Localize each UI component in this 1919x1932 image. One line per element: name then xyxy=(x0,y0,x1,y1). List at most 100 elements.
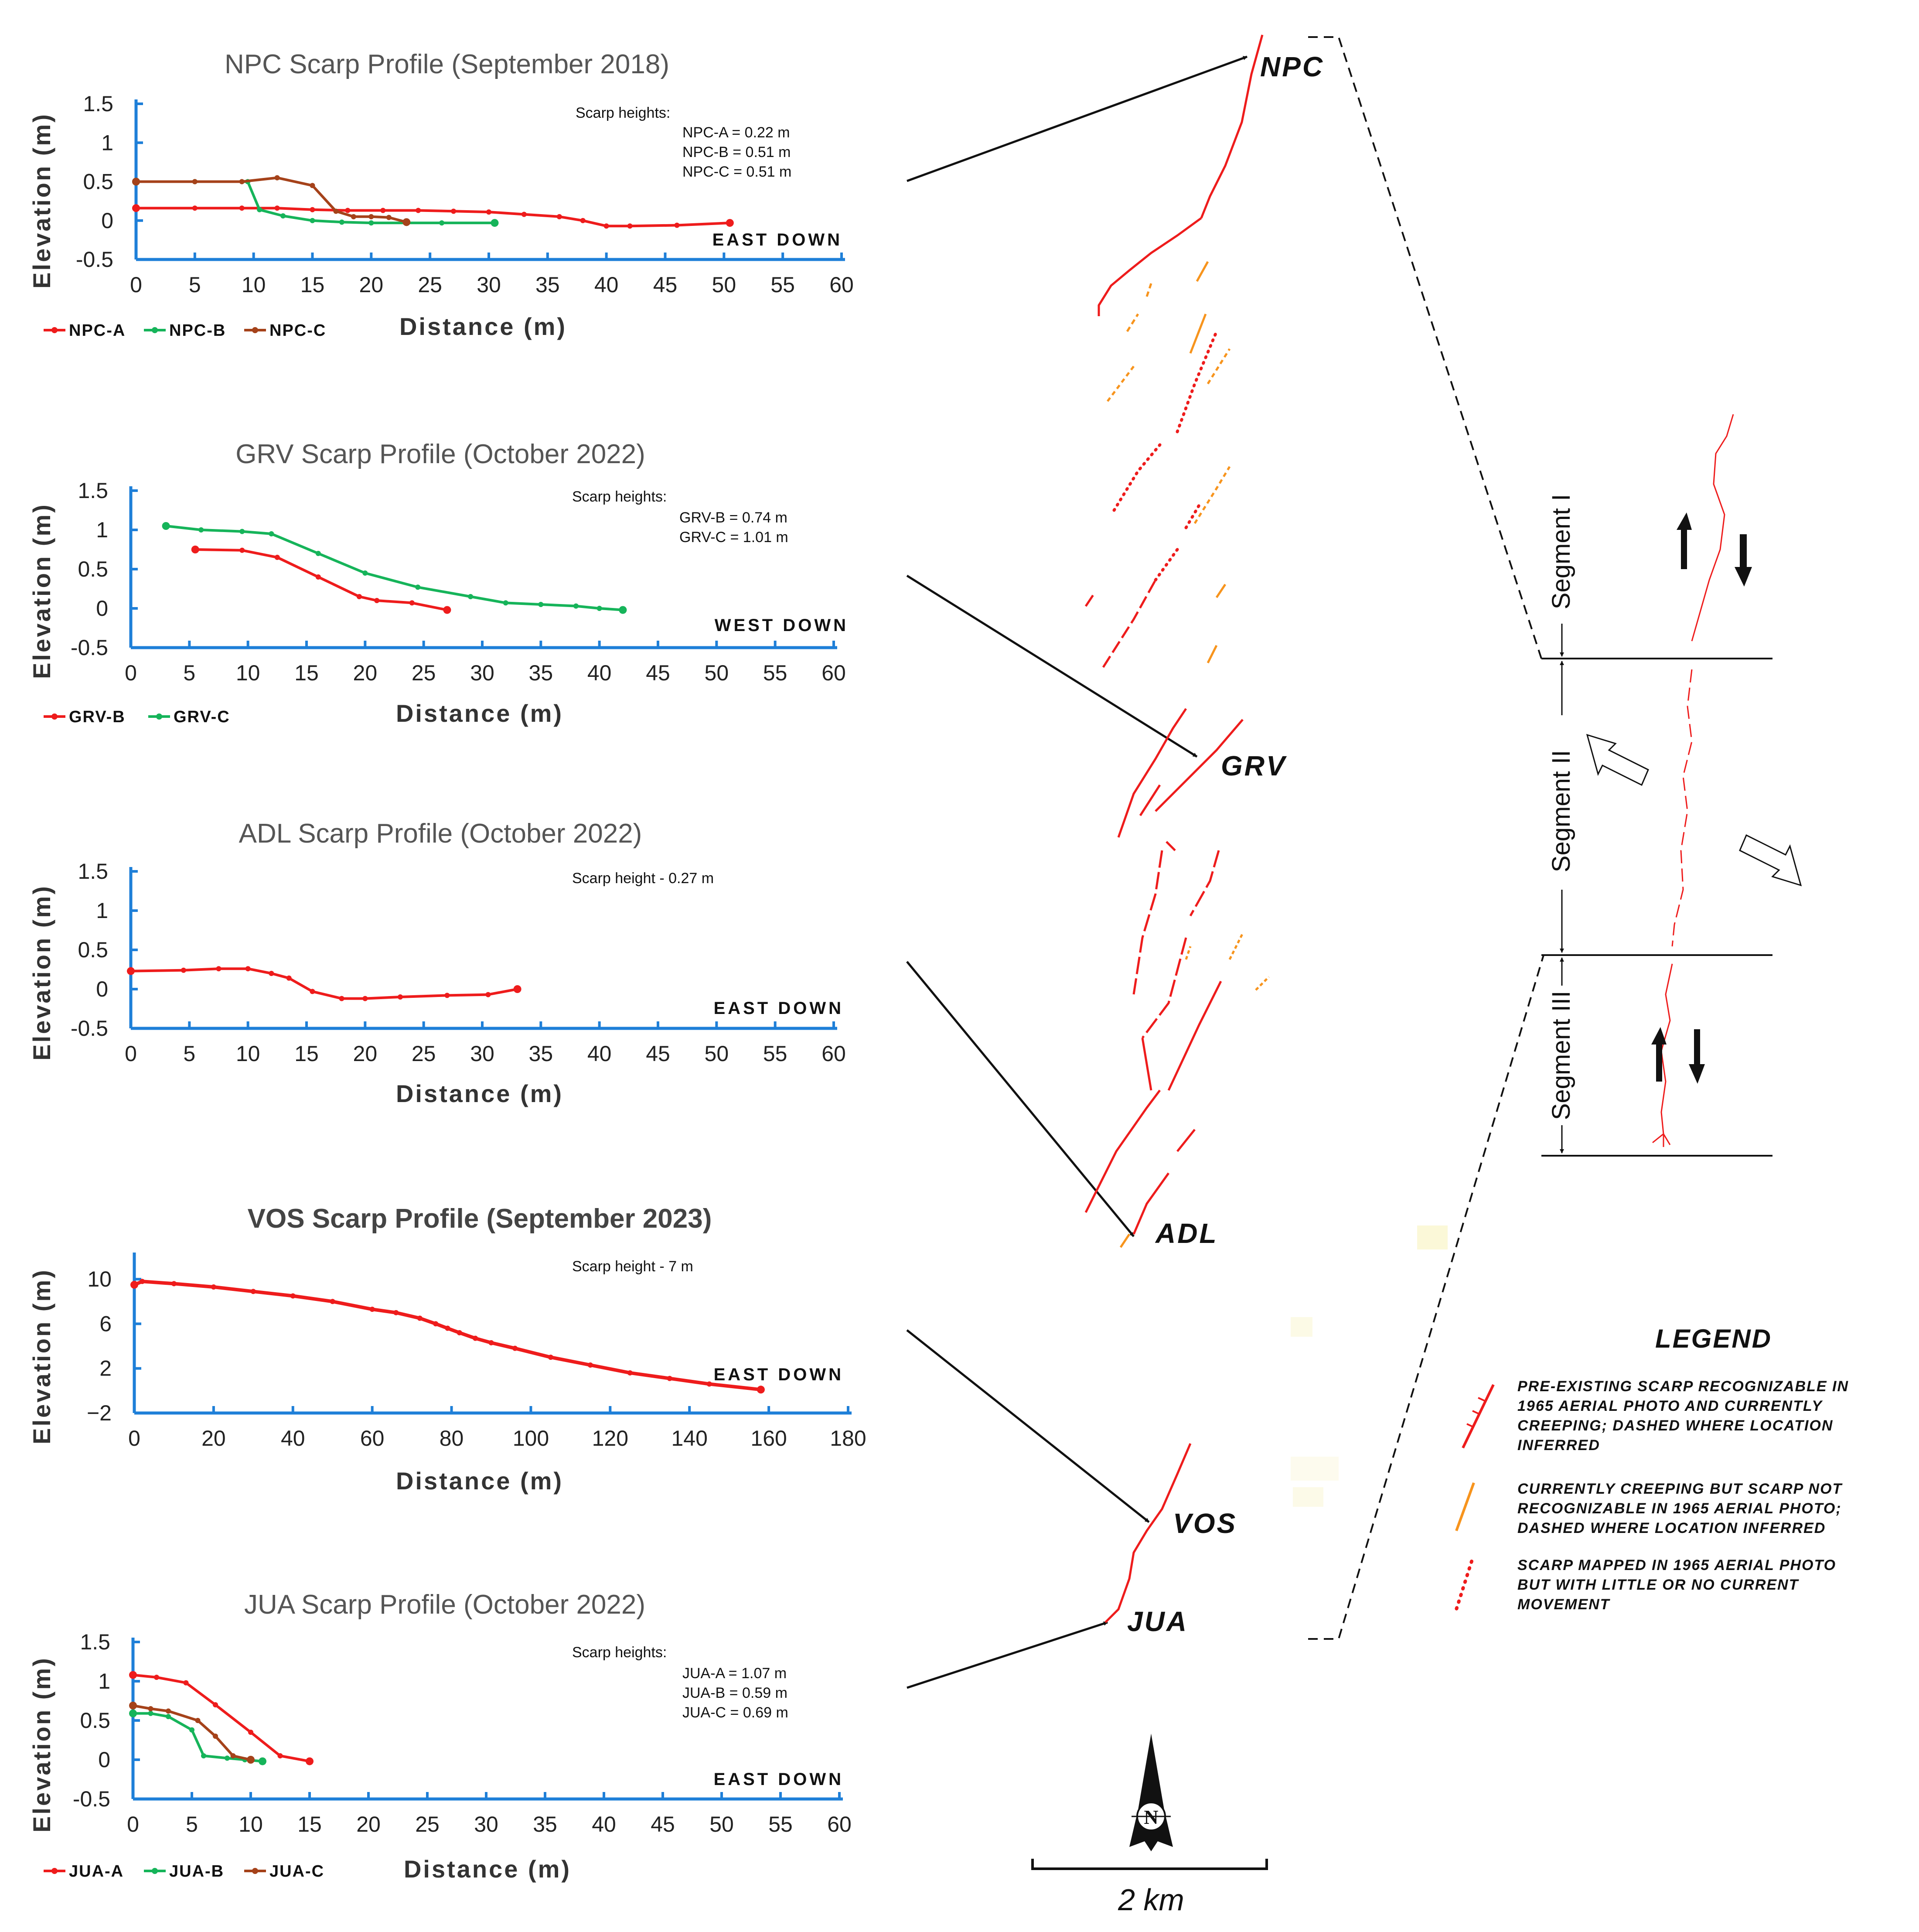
data-point xyxy=(627,223,633,229)
legend-text: RECOGNIZABLE IN 1965 AERIAL PHOTO; xyxy=(1517,1500,1842,1517)
y-tick-label: 1 xyxy=(96,898,108,923)
data-point xyxy=(457,1330,462,1335)
data-point xyxy=(230,1753,236,1758)
data-point xyxy=(362,570,368,576)
chart-title: VOS Scarp Profile (September 2023) xyxy=(248,1204,712,1234)
legend-label: JUA-C xyxy=(269,1862,324,1881)
legend-text: INFERRED xyxy=(1517,1437,1600,1454)
series-line-vos xyxy=(133,1280,761,1392)
data-point xyxy=(445,1325,450,1331)
legend-label: JUA-A xyxy=(69,1862,124,1881)
y-tick-label: 2 xyxy=(99,1356,112,1381)
data-point xyxy=(333,208,339,214)
scarp-height-note: GRV-C = 1.01 m xyxy=(679,529,788,546)
data-point xyxy=(192,205,198,211)
data-point xyxy=(439,220,445,226)
x-tick-label: 35 xyxy=(535,273,560,297)
data-point xyxy=(129,1709,137,1717)
data-point xyxy=(181,967,186,973)
data-point xyxy=(245,966,251,972)
scarp-trace xyxy=(1104,1443,1192,1623)
legend-symbol-new-creep xyxy=(1455,1482,1475,1532)
x-tick-label: 15 xyxy=(297,1812,322,1836)
data-point xyxy=(402,218,411,226)
y-axis-label: Elevation (m) xyxy=(28,1656,55,1833)
direction-label: EAST DOWN xyxy=(714,1770,844,1789)
x-tick-label: 55 xyxy=(763,1041,787,1066)
legend-marker xyxy=(51,1868,58,1874)
data-point xyxy=(310,207,315,212)
data-point xyxy=(667,1376,672,1381)
scarp-trace xyxy=(1155,719,1244,812)
x-axis-label: Distance (m) xyxy=(404,1855,571,1883)
data-point xyxy=(374,598,380,603)
y-tick-label: -0.5 xyxy=(76,247,113,272)
x-tick-label: 60 xyxy=(829,273,854,297)
data-point xyxy=(171,1281,177,1287)
x-tick-label: 20 xyxy=(353,1041,378,1066)
x-tick-label: 5 xyxy=(189,273,201,297)
x-tick-label: 80 xyxy=(440,1426,464,1451)
scarp-trace xyxy=(1189,261,1209,354)
series-line-npc-c xyxy=(136,176,407,224)
x-tick-label: 120 xyxy=(592,1426,628,1451)
legend-marker xyxy=(51,327,58,333)
data-point xyxy=(166,1708,171,1714)
x-tick-label: 20 xyxy=(353,661,378,685)
scale-bar-line xyxy=(1031,1859,1268,1870)
chart-vos: VOS Scarp Profile (September 2023) Eleva… xyxy=(28,1204,866,1495)
scarp-trace xyxy=(1200,34,1264,218)
series-line-jua-b xyxy=(133,1712,263,1763)
data-point xyxy=(587,1362,593,1368)
y-axis-label: Elevation (m) xyxy=(28,884,55,1061)
scarp-height-note: Scarp height - 0.27 m xyxy=(572,870,714,887)
scarp-trace xyxy=(1084,1089,1161,1213)
x-tick-label: 30 xyxy=(474,1812,498,1836)
data-point xyxy=(443,606,451,614)
data-point xyxy=(345,208,351,213)
data-point xyxy=(485,992,491,997)
x-tick-label: 20 xyxy=(359,273,384,297)
data-point xyxy=(488,1340,494,1345)
data-point xyxy=(339,219,344,225)
data-point xyxy=(486,209,491,215)
scale-label: 2 km xyxy=(1118,1883,1184,1917)
x-tick-label: 10 xyxy=(236,661,260,685)
arrow-jua xyxy=(907,1621,1108,1689)
segment-diagram: Segment I Segment II Segment III xyxy=(1541,414,1802,1157)
legend-label: JUA-B xyxy=(169,1862,224,1881)
map-patch xyxy=(1417,1225,1448,1249)
scarp-trace xyxy=(1193,466,1231,524)
segment-label: Segment II xyxy=(1547,750,1575,872)
data-point xyxy=(140,1279,145,1284)
x-tick-label: 5 xyxy=(186,1812,198,1836)
data-point xyxy=(468,594,474,599)
legend-marker xyxy=(156,713,162,720)
chart-title: ADL Scarp Profile (October 2022) xyxy=(239,819,642,849)
x-tick-label: 140 xyxy=(671,1426,708,1451)
x-tick-label: 50 xyxy=(705,1041,729,1066)
x-tick-label: 50 xyxy=(705,661,729,685)
x-tick-label: 40 xyxy=(594,273,619,297)
legend-label: NPC-A xyxy=(69,321,126,340)
y-tick-label: 0.5 xyxy=(80,1708,110,1733)
compass-letter: N xyxy=(1144,1806,1158,1828)
x-axis-label: Distance (m) xyxy=(396,700,563,727)
scarp-heights-title: Scarp heights: xyxy=(572,488,667,505)
data-point xyxy=(290,1293,296,1299)
scarp-trace xyxy=(1126,283,1152,332)
segment-label: Segment I xyxy=(1547,494,1575,609)
data-point xyxy=(362,996,368,1001)
y-tick-label: 0.5 xyxy=(78,938,108,962)
site-label-vos: VOS xyxy=(1173,1508,1237,1539)
chart-title: GRV Scarp Profile (October 2022) xyxy=(235,439,645,469)
data-point xyxy=(417,1315,423,1321)
legend-label: GRV-B xyxy=(69,708,126,726)
x-tick-label: 180 xyxy=(830,1426,866,1451)
legend-text: BUT WITH LITTLE OR NO CURRENT xyxy=(1517,1577,1800,1593)
data-point xyxy=(573,603,579,609)
data-point xyxy=(274,555,280,560)
direction-label: EAST DOWN xyxy=(714,999,844,1018)
slip-arrow-down xyxy=(1735,534,1752,587)
x-tick-label: 5 xyxy=(183,661,195,685)
